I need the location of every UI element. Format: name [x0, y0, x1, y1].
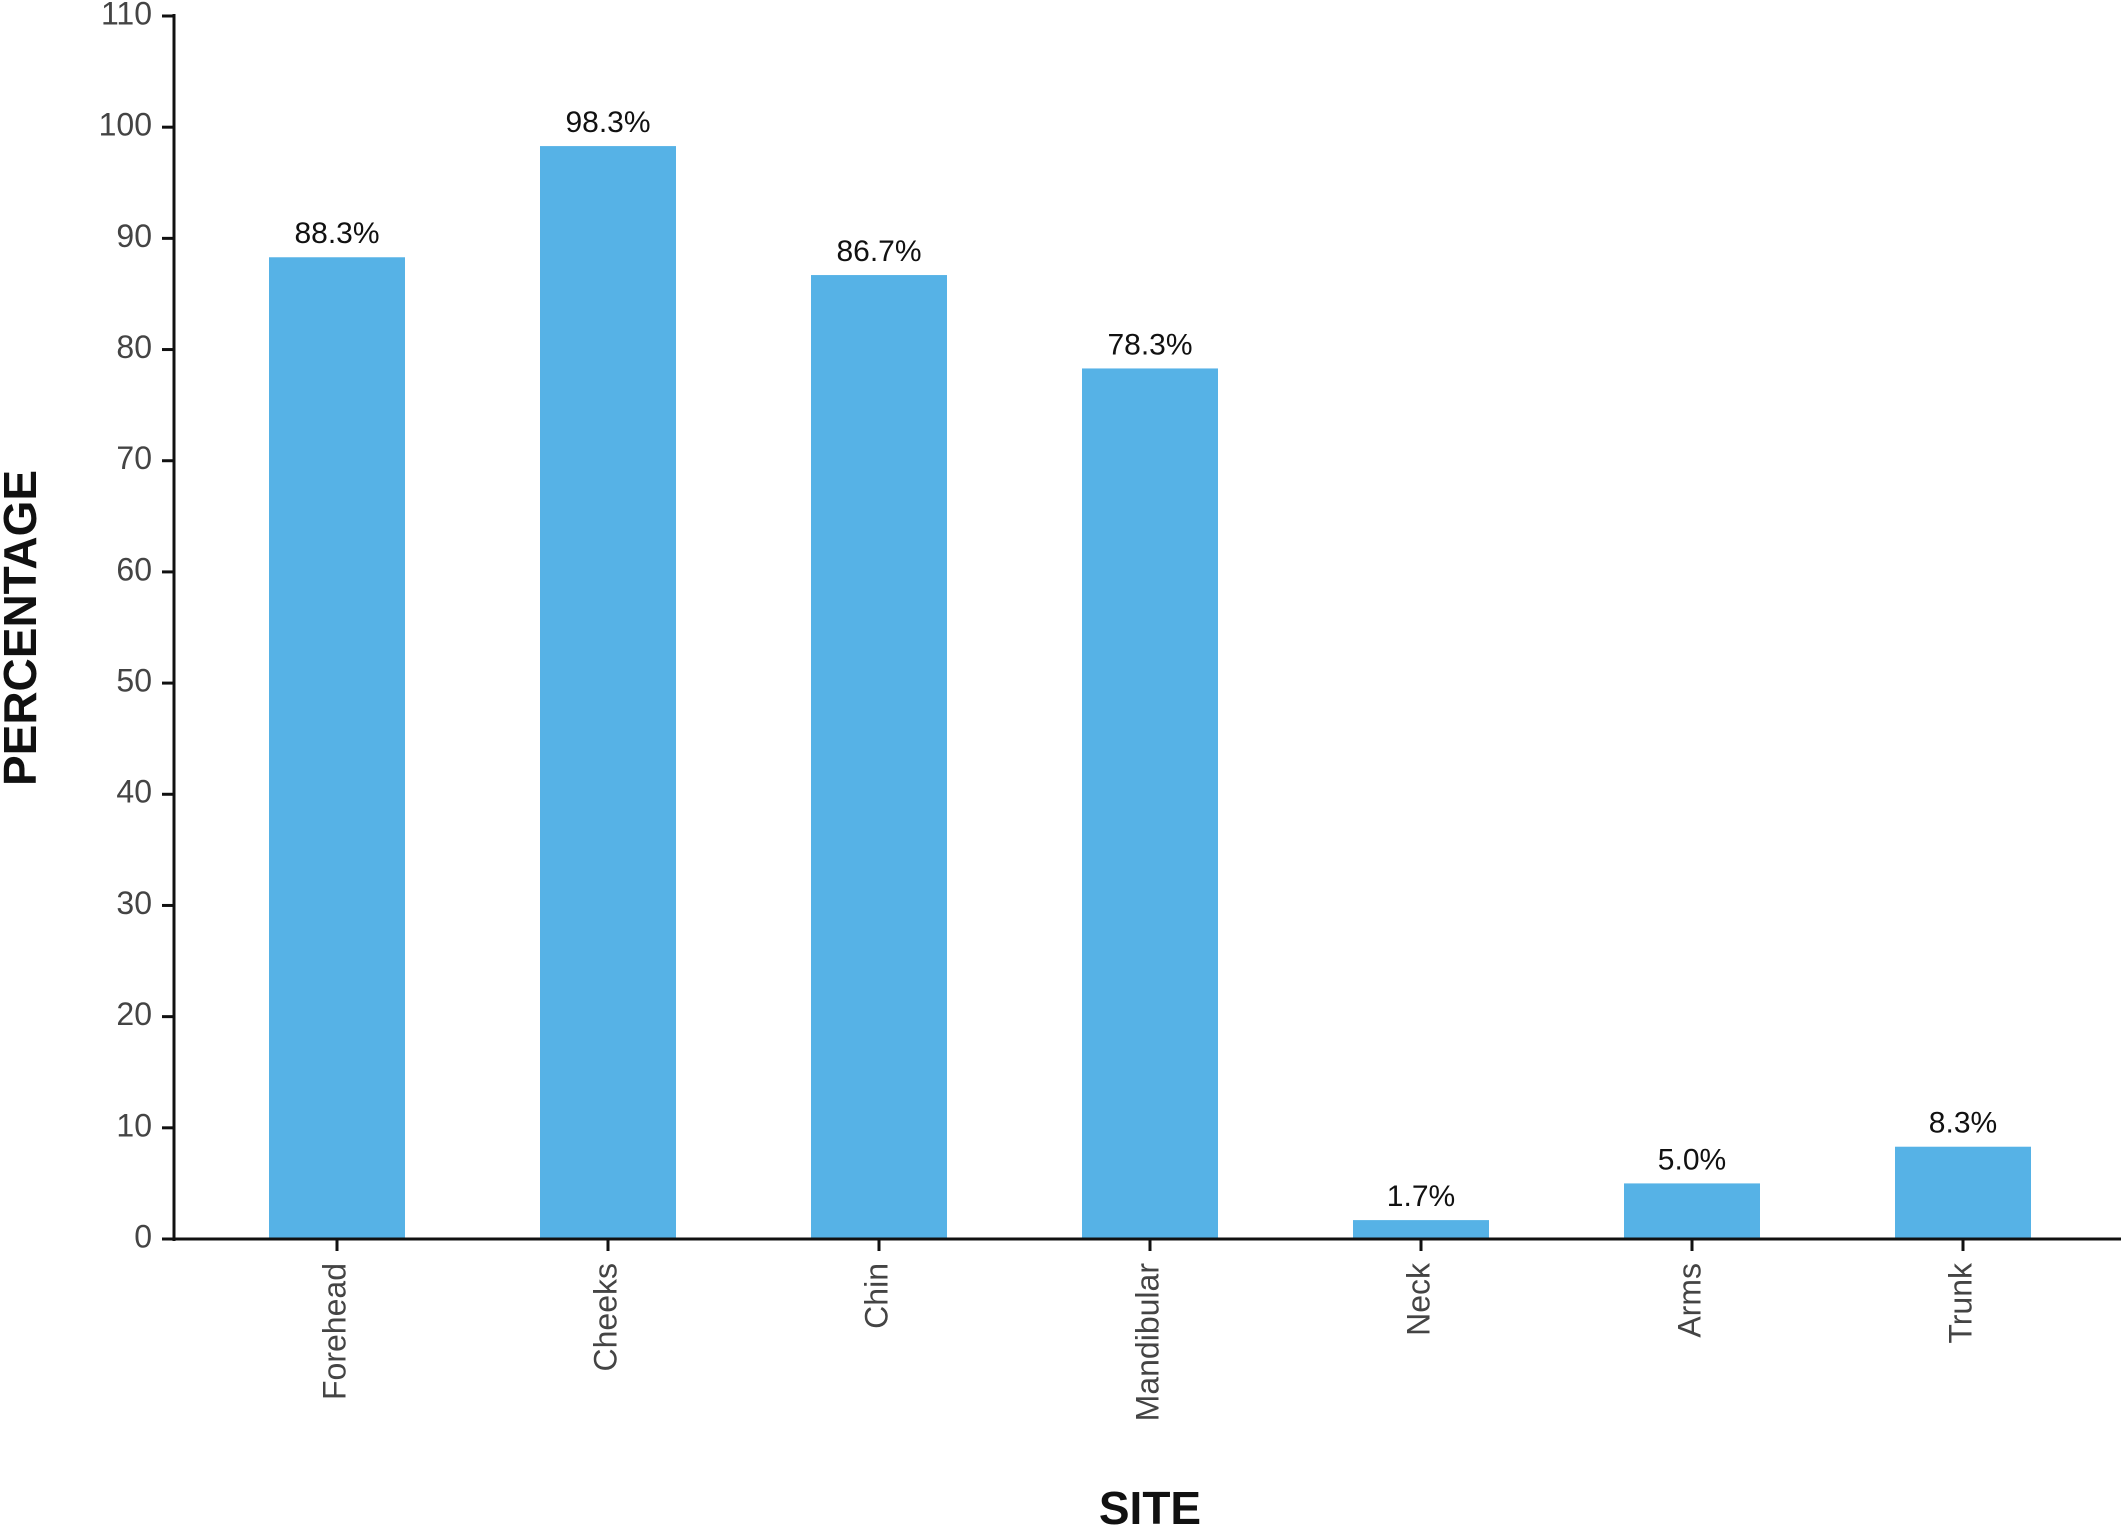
- y-tick-label: 60: [116, 551, 152, 587]
- y-tick-label: 80: [116, 329, 152, 365]
- bar: [269, 257, 405, 1240]
- y-tick-label: 30: [116, 885, 152, 921]
- bar: [1082, 368, 1218, 1239]
- bar: [540, 146, 676, 1239]
- y-tick-label: 70: [116, 440, 152, 476]
- y-tick-label: 0: [134, 1218, 152, 1254]
- x-tick-label: Forehead: [316, 1263, 352, 1400]
- y-tick-label: 40: [116, 774, 152, 810]
- y-tick-label: 100: [99, 107, 152, 143]
- x-axis-title: SITE: [1099, 1482, 1201, 1534]
- y-tick-label: 50: [116, 663, 152, 699]
- x-tick-label: Trunk: [1942, 1262, 1978, 1344]
- value-label: 86.7%: [836, 235, 921, 268]
- value-label: 8.3%: [1929, 1107, 1997, 1140]
- value-label: 98.3%: [565, 106, 650, 139]
- y-axis-title: PERCENTAGE: [0, 470, 46, 786]
- y-tick-label: 90: [116, 218, 152, 254]
- bar: [811, 275, 947, 1239]
- y-tick-label: 20: [116, 996, 152, 1032]
- x-tick-label: Cheeks: [587, 1263, 623, 1372]
- y-tick-label: 110: [101, 0, 152, 31]
- x-tick-label: Arms: [1671, 1263, 1707, 1338]
- x-tick-label: Neck: [1400, 1262, 1436, 1336]
- value-label: 5.0%: [1658, 1143, 1726, 1176]
- y-tick-label: 10: [116, 1107, 152, 1143]
- bar: [1624, 1183, 1760, 1239]
- value-label: 88.3%: [294, 217, 379, 250]
- value-label: 1.7%: [1387, 1180, 1455, 1213]
- x-tick-label: Mandibular: [1129, 1263, 1165, 1422]
- value-label: 78.3%: [1107, 328, 1192, 361]
- x-tick-label: Chin: [858, 1263, 894, 1329]
- bar: [1895, 1146, 2031, 1239]
- bar: [1353, 1220, 1489, 1239]
